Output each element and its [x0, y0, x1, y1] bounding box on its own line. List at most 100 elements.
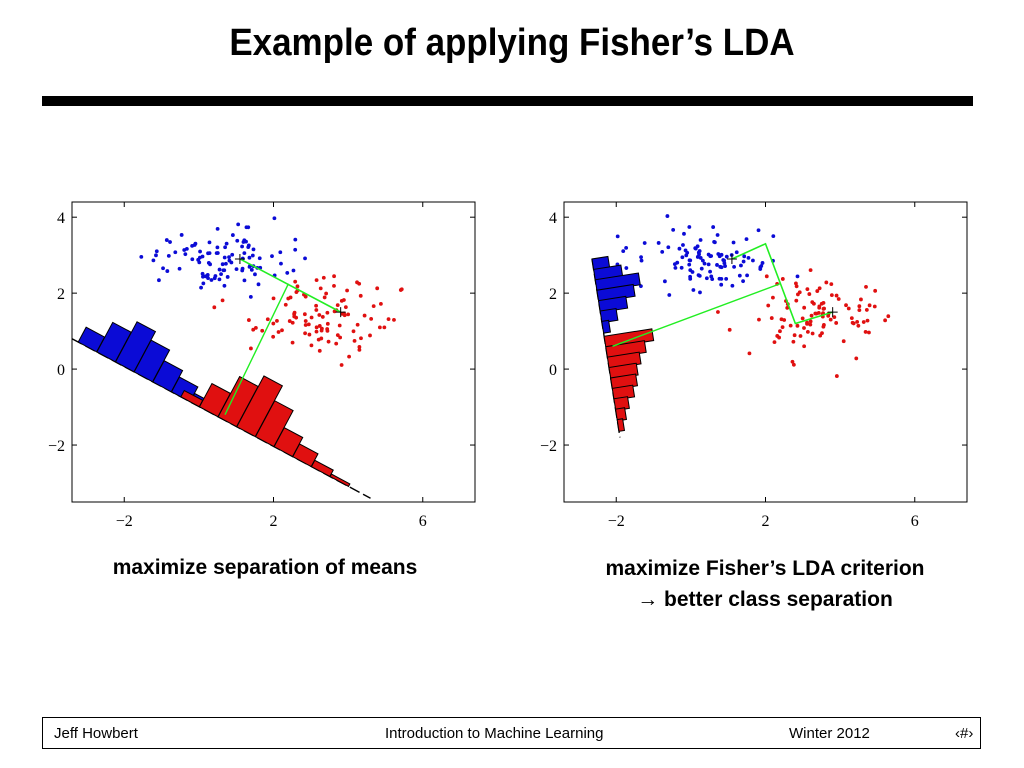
blue-class-point	[688, 276, 693, 281]
class-mean-marker	[234, 253, 245, 264]
blue-class-point	[615, 234, 620, 239]
red-class-point	[855, 319, 860, 324]
blue-class-point	[685, 250, 690, 255]
blue-class-point	[179, 233, 184, 237]
red-class-point	[316, 337, 321, 342]
red-class-point	[386, 317, 391, 322]
slide-footer: Jeff Howbert Introduction to Machine Lea…	[42, 717, 981, 749]
red-projection-histogram-bar	[611, 384, 636, 401]
red-class-point	[873, 288, 878, 293]
blue-class-point	[665, 214, 670, 218]
blue-class-point	[209, 278, 214, 282]
blue-class-point	[760, 261, 765, 265]
blue-class-point	[248, 294, 253, 299]
blue-class-point	[639, 258, 644, 263]
red-class-point	[813, 311, 818, 316]
red-class-point	[303, 323, 308, 327]
blue-class-point	[166, 253, 171, 258]
blue-class-point	[201, 274, 205, 279]
red-class-point	[359, 336, 363, 341]
footer-page-number: ‹#›	[955, 725, 974, 742]
blue-class-point	[217, 267, 222, 272]
red-class-point	[321, 275, 326, 280]
red-class-point	[785, 305, 790, 310]
red-class-point	[780, 277, 785, 281]
blue-class-point	[200, 254, 205, 259]
red-class-point	[293, 279, 298, 284]
red-class-point	[834, 321, 839, 325]
blue-class-point	[688, 268, 693, 273]
blue-class-point	[687, 258, 692, 263]
blue-class-point	[201, 281, 206, 286]
blue-class-point	[279, 261, 283, 266]
red-class-point	[805, 321, 809, 326]
blue-class-point	[756, 228, 761, 233]
blue-class-point	[698, 238, 703, 242]
blue-class-point	[745, 273, 749, 278]
red-class-point	[292, 314, 297, 319]
red-class-point	[337, 323, 342, 328]
blue-class-point	[214, 251, 219, 256]
blue-class-point	[253, 272, 257, 277]
red-class-point	[314, 308, 319, 312]
blue-class-point	[230, 252, 235, 257]
caption-right-line2: → better class separation	[637, 588, 893, 611]
red-class-point	[822, 323, 826, 327]
blue-class-point	[666, 245, 671, 250]
blue-class-point	[230, 233, 235, 237]
slide-title: Example of applying Fisher’s LDA	[229, 22, 795, 64]
red-class-point	[309, 343, 314, 348]
class-means-connector	[239, 258, 342, 313]
red-class-point	[808, 319, 813, 324]
red-class-point	[850, 320, 855, 325]
red-class-point	[307, 332, 312, 337]
red-class-point	[220, 298, 225, 303]
red-class-point	[809, 313, 814, 318]
red-class-point	[345, 288, 349, 293]
blue-class-point	[196, 257, 201, 262]
red-class-point	[802, 326, 806, 330]
red-class-point	[283, 302, 288, 307]
blue-class-point	[285, 271, 290, 275]
red-class-point	[339, 363, 344, 367]
y-tick-label: 2	[549, 286, 557, 303]
red-class-point	[290, 320, 295, 325]
blue-class-point	[208, 262, 212, 267]
red-class-point	[857, 308, 862, 312]
blue-class-point	[691, 288, 696, 292]
blue-class-point	[673, 265, 678, 270]
blue-class-point	[621, 249, 626, 254]
red-class-point	[800, 316, 805, 321]
blue-class-point	[734, 250, 739, 255]
x-tick-label: −2	[116, 513, 133, 530]
blue-projection-histogram-bar	[133, 339, 171, 383]
blue-class-point	[249, 267, 254, 272]
blue-class-point	[724, 254, 729, 259]
blue-class-point	[235, 238, 240, 243]
blue-class-point	[719, 252, 724, 257]
blue-class-point	[293, 237, 298, 242]
red-class-point	[846, 306, 851, 311]
red-class-point	[357, 345, 362, 349]
red-class-point	[771, 295, 775, 300]
red-class-point	[342, 313, 347, 318]
x-tick-label: 6	[419, 513, 427, 530]
red-class-point	[303, 319, 308, 323]
blue-class-point	[667, 293, 672, 297]
blue-class-point	[680, 255, 685, 260]
blue-class-point	[624, 266, 629, 270]
red-class-point	[382, 325, 387, 330]
red-class-point	[317, 348, 322, 353]
blue-class-point	[246, 225, 251, 230]
blue-class-point	[293, 247, 298, 252]
blue-class-point	[229, 260, 234, 265]
blue-class-point	[699, 266, 704, 271]
blue-class-point	[291, 268, 296, 273]
red-class-point	[371, 304, 376, 309]
y-tick-label: −2	[48, 438, 65, 455]
red-class-point	[332, 309, 337, 314]
blue-class-point	[698, 290, 702, 295]
red-class-point	[317, 324, 322, 328]
red-class-point	[325, 321, 330, 326]
red-class-point	[314, 278, 319, 283]
